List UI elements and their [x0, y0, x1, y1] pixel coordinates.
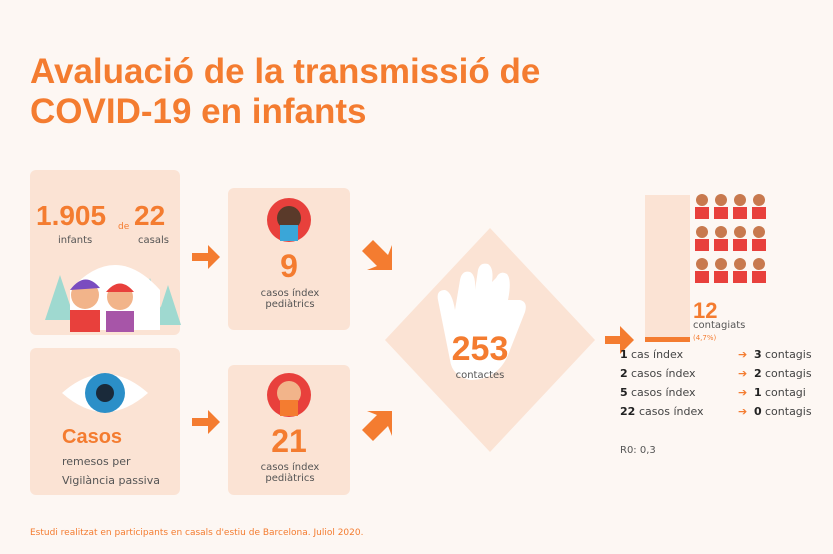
person-icon	[753, 226, 765, 238]
casals-number: 22	[134, 200, 165, 232]
arrow-icon: ➔	[738, 367, 747, 380]
case-label: casos índex	[639, 405, 704, 418]
person-icon	[734, 226, 746, 238]
result-label: contagis	[765, 367, 812, 380]
person-icon	[714, 271, 728, 283]
person-icon	[753, 258, 765, 270]
person-icon	[733, 271, 747, 283]
contacts-label: contactes	[430, 370, 530, 381]
person-icon	[734, 258, 746, 270]
person-icon	[695, 207, 709, 219]
person-icon	[752, 271, 766, 283]
case-count: 1	[620, 348, 628, 361]
connector: de	[118, 222, 129, 232]
arrow-icon: ➔	[738, 348, 747, 361]
person-icon	[696, 258, 708, 270]
person-icon	[734, 194, 746, 206]
case-label: casos índex	[631, 386, 696, 399]
person-icon	[752, 207, 766, 219]
person-icon	[695, 271, 709, 283]
index-top-number: 9	[228, 248, 350, 285]
index-bottom-label: casos índex pediàtrics	[250, 462, 330, 484]
person-icon	[714, 239, 728, 251]
person-icon	[752, 239, 766, 251]
person-icon	[753, 194, 765, 206]
case-label: casos índex	[631, 367, 696, 380]
result-label: contagi	[765, 386, 806, 399]
result-percent: (4,7%)	[693, 334, 716, 342]
casals-label: casals	[138, 235, 169, 246]
index-top-label: casos índex pediàtrics	[250, 288, 330, 310]
result-label: contagiats	[693, 320, 745, 331]
person-icon	[715, 226, 727, 238]
case-label: cas índex	[631, 348, 683, 361]
person-icon	[715, 258, 727, 270]
arrow-icon: ➔	[738, 386, 747, 399]
person-icon	[733, 239, 747, 251]
result-count: 0	[754, 405, 762, 418]
arrow-icon: ➔	[738, 405, 747, 418]
person-icon	[714, 207, 728, 219]
person-icon	[715, 194, 727, 206]
r0: R0: 0,3	[620, 445, 656, 456]
result-label: contagis	[765, 348, 812, 361]
footer: Estudi realitzat en participants en casa…	[30, 528, 363, 538]
result-count: 2	[754, 367, 762, 380]
index-bottom-number: 21	[228, 423, 350, 460]
result-count: 3	[754, 348, 762, 361]
case-count: 2	[620, 367, 628, 380]
person-icon	[695, 239, 709, 251]
result-label: contagis	[765, 405, 812, 418]
passive-text: remesos per Vigilància passiva	[62, 452, 172, 490]
case-count: 5	[620, 386, 628, 399]
infographic: Avaluació de la transmissió de COVID-19 …	[0, 0, 833, 554]
infants-label: infants	[58, 235, 92, 246]
case-count: 22	[620, 405, 635, 418]
person-icon	[733, 207, 747, 219]
passive-heading: Casos	[62, 426, 122, 449]
infants-number: 1.905	[36, 200, 106, 232]
contacts-number: 253	[430, 330, 530, 369]
person-icon	[696, 226, 708, 238]
person-icon	[696, 194, 708, 206]
result-count: 1	[754, 386, 762, 399]
